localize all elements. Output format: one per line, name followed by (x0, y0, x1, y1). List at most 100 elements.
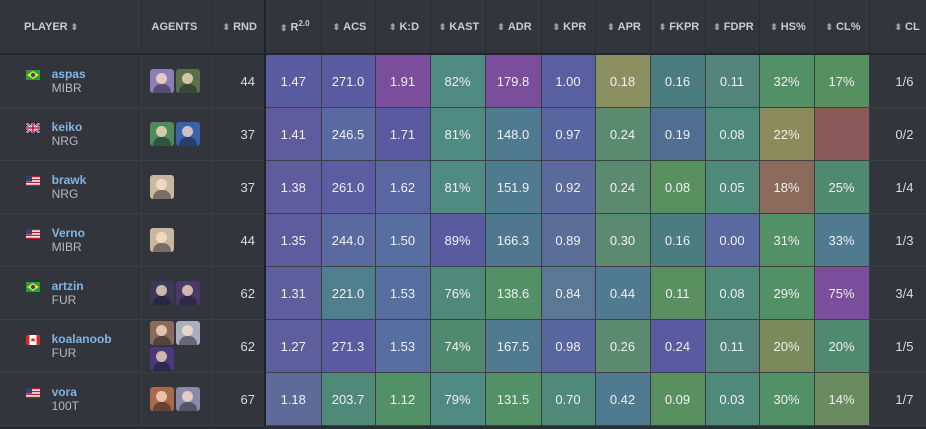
table-row: artzin FUR 62 1.31 221.0 1.53 76% 138.6 0.84 0.… (0, 266, 926, 320)
sort-arrows-icon[interactable]: ⬍ (332, 21, 341, 32)
sort-arrows-icon[interactable]: ⬍ (497, 21, 505, 32)
player-name[interactable]: artzin (51, 279, 84, 293)
col-kd[interactable]: ⬍ K:D (375, 0, 431, 55)
cl-cell: 3/4 (869, 266, 926, 320)
col-rating-label: R (290, 21, 299, 34)
col-acs[interactable]: ⬍ ACS (321, 0, 376, 55)
kpr-cell: 0.70 (541, 372, 596, 426)
fkpr-cell: 0.24 (650, 319, 706, 373)
kd-cell: 1.53 (375, 266, 431, 320)
br-flag-icon (26, 280, 40, 292)
kpr-cell: 0.84 (541, 266, 596, 320)
col-clp[interactable]: ⬍ CL% (814, 0, 870, 55)
col-adr[interactable]: ⬍ ADR (485, 0, 542, 55)
col-player[interactable]: PLAYER ⬍ (0, 0, 142, 55)
player-name[interactable]: aspas (51, 67, 86, 81)
rnd-cell: 62 (212, 319, 266, 373)
player-cell: keiko NRG (0, 107, 142, 161)
col-apr[interactable]: ⬍ APR (595, 0, 651, 55)
apr-cell: 0.18 (595, 54, 651, 108)
player-name[interactable]: brawk (51, 173, 87, 187)
acs-cell: 221.0 (321, 266, 376, 320)
sort-arrows-icon[interactable]: ⬍ (825, 21, 834, 32)
rnd-cell: 62 (212, 266, 266, 320)
agents-cell (141, 160, 213, 214)
rating-cell: 1.47 (264, 54, 322, 108)
player-info[interactable]: keiko NRG (52, 120, 83, 148)
cl-cell: 1/7 (869, 372, 926, 426)
sort-arrows-icon[interactable]: ⬍ (713, 21, 721, 32)
acs-cell: 261.0 (321, 160, 376, 214)
table-row: aspas MIBR 44 1.47 271.0 1.91 82% 179.8 1.00 0.… (0, 54, 926, 108)
col-player-label: PLAYER (24, 20, 68, 33)
col-rnd-label: RND (233, 20, 257, 33)
rnd-cell: 67 (212, 372, 266, 426)
sort-arrows-icon[interactable]: ⬍ (438, 21, 447, 32)
agent-icons (149, 387, 206, 411)
kd-cell: 1.50 (375, 213, 431, 267)
col-hs[interactable]: ⬍ HS% (759, 0, 815, 55)
acs-cell: 271.3 (321, 319, 376, 373)
agents-cell (141, 54, 213, 108)
col-cl[interactable]: ⬍ CL (869, 0, 926, 55)
col-kpr[interactable]: ⬍ KPR (541, 0, 596, 55)
fdpr-cell: 0.03 (705, 372, 760, 426)
player-info[interactable]: artzin FUR (52, 279, 84, 307)
sort-arrows-icon[interactable]: ⬍ (607, 21, 615, 32)
player-name[interactable]: vora (51, 385, 77, 399)
col-fdpr[interactable]: ⬍ FDPR (705, 0, 760, 55)
player-info[interactable]: brawk NRG (52, 173, 87, 201)
agent-portrait-icon (149, 122, 174, 146)
adr-cell: 167.5 (485, 319, 542, 373)
kast-cell: 81% (430, 160, 486, 214)
agents-cell (141, 266, 213, 320)
sort-arrows-icon[interactable]: ⬍ (222, 21, 231, 32)
fdpr-cell: 0.08 (705, 266, 760, 320)
sort-arrows-icon[interactable]: ⬍ (70, 21, 79, 32)
player-info[interactable]: Verno MIBR (52, 226, 85, 254)
gb-flag-icon (25, 121, 41, 134)
player-name[interactable]: koalanoob (51, 332, 112, 346)
sort-arrows-icon[interactable]: ⬍ (279, 22, 288, 33)
player-name[interactable]: keiko (51, 120, 83, 134)
col-rnd[interactable]: ⬍ RND (212, 0, 266, 55)
player-info[interactable]: koalanoob FUR (52, 332, 112, 360)
agent-icons (149, 122, 206, 146)
sort-arrows-icon[interactable]: ⬍ (770, 21, 778, 32)
sort-arrows-icon[interactable]: ⬍ (894, 21, 903, 32)
rating-cell: 1.27 (264, 319, 322, 373)
col-kast[interactable]: ⬍ KAST (430, 0, 486, 55)
player-team: NRG (51, 134, 79, 148)
agents-cell (141, 107, 213, 161)
fkpr-cell: 0.16 (650, 213, 706, 267)
kast-cell: 82% (430, 54, 486, 108)
table-row: brawk NRG 37 1.38 261.0 1.62 81% 151.9 0.92 0.2… (0, 160, 926, 214)
agent-portrait-icon (149, 387, 174, 411)
player-name[interactable]: Verno (51, 226, 85, 240)
sort-arrows-icon[interactable]: ⬍ (658, 21, 667, 32)
agent-icons (149, 321, 206, 371)
player-info[interactable]: vora 100T (52, 385, 79, 413)
acs-cell: 246.5 (321, 107, 376, 161)
cl-cell: 1/4 (869, 160, 926, 214)
player-cell: aspas MIBR (0, 54, 142, 108)
sort-arrows-icon[interactable]: ⬍ (388, 21, 397, 32)
col-rating[interactable]: ⬍ R2.0 (264, 0, 322, 55)
col-hs-label: HS% (780, 20, 806, 33)
clp-cell: 33% (814, 213, 870, 267)
agent-portrait-icon (149, 321, 174, 345)
player-cell: artzin FUR (0, 266, 142, 320)
table-row: vora 100T 67 1.18 203.7 1.12 79% 131.5 0.70 0.4… (0, 372, 926, 426)
agents-cell (141, 319, 213, 373)
player-cell: koalanoob FUR (0, 319, 142, 373)
kpr-cell: 0.89 (541, 213, 596, 267)
rating-cell: 1.18 (264, 372, 322, 426)
player-info[interactable]: aspas MIBR (52, 67, 86, 95)
kpr-cell: 1.00 (541, 54, 596, 108)
col-cl-label: CL (905, 20, 920, 33)
sort-arrows-icon[interactable]: ⬍ (552, 21, 561, 32)
col-fkpr[interactable]: ⬍ FKPR (650, 0, 706, 55)
player-cell: brawk NRG (0, 160, 142, 214)
agent-portrait-icon (149, 69, 174, 93)
